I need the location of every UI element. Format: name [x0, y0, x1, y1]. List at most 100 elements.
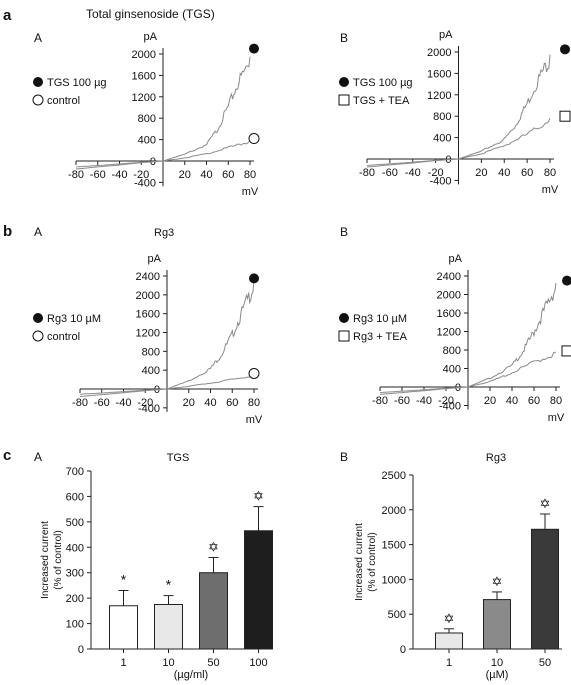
bar2-significance-1: ✡ [444, 611, 455, 626]
bar1-category-label-100: 100 [249, 657, 267, 669]
iv3-ytick-label: -400 [138, 403, 160, 415]
iv3-x-unit: mV [246, 414, 263, 426]
iv4-trace-2 [379, 351, 557, 394]
iv1-xtick-label: 60 [222, 169, 234, 181]
row-b-letter: b [3, 223, 12, 240]
iv1-legend-marker-1 [33, 77, 43, 87]
iv2-x-unit: mV [542, 184, 559, 196]
iv1-legend-marker-2 [32, 94, 44, 106]
bar1-bar-100 [244, 530, 273, 650]
iv4-legend-label-1: Rg3 10 µM [353, 313, 407, 325]
iv4-xtick-label: -60 [394, 395, 410, 407]
bar1-ytick-label: 100 [66, 619, 84, 631]
bar2-ytick-label: 2000 [382, 505, 406, 517]
iv2-legend-label-2: TGS + TEA [353, 95, 410, 107]
bar2-ytick-label: 500 [388, 609, 406, 621]
bar2-ylabel-line-2: (% of control) [367, 532, 378, 591]
iv4-panel-label: B [340, 225, 348, 239]
iv4-legend-label-2: Rg3 + TEA [353, 331, 408, 343]
iv4-ytick-label: 2000 [437, 290, 461, 302]
bar1-x-unit: (µg/ml) [174, 669, 208, 681]
bar1-ytick-label: 200 [66, 593, 84, 605]
bar1-significance-1: * [121, 572, 127, 588]
bar1-ytick-label: 300 [66, 568, 84, 580]
bar2-ytick-label: 0 [400, 644, 406, 656]
iv1-ytick-label: 2000 [132, 49, 156, 61]
iv2-xtick-label: -20 [428, 167, 444, 179]
iv3-ytick-label: 1600 [136, 309, 160, 321]
iv2-xtick-label: -40 [405, 167, 421, 179]
iv4-end-marker-1 [562, 275, 571, 286]
iv1-legend-label-1: TGS 100 µg [47, 77, 107, 89]
iv2-ytick-label: 400 [433, 133, 451, 145]
iv3-xtick-label: -20 [137, 397, 153, 409]
iv3-y-unit: pA [148, 253, 162, 265]
iv4-legend-marker-2 [338, 330, 350, 342]
iv1-x-unit: mV [242, 186, 259, 198]
bar1-title: TGS [167, 452, 190, 464]
iv4-x-unit: mV [548, 412, 565, 424]
iv2-y-unit: pA [439, 29, 453, 41]
bar1-bar-1 [109, 605, 138, 650]
iv3-ytick-label: 2000 [136, 290, 160, 302]
iv2-xtick-label: 80 [544, 167, 556, 179]
iv4-ytick-label: 800 [443, 345, 461, 357]
bar2-panel-label: B [340, 450, 348, 464]
iv2-panel-label: B [340, 31, 348, 45]
iv3-ytick-label: 2400 [136, 271, 160, 283]
iv2-xtick-label: 60 [521, 167, 533, 179]
bar1-bar-10 [154, 604, 183, 650]
bar2-x-unit: (µM) [486, 669, 509, 681]
iv4-xtick-label: -40 [416, 395, 432, 407]
iv2-legend-label-1: TGS 100 µg [353, 77, 413, 89]
iv4-y-unit: pA [449, 253, 463, 265]
bar2-bar-10 [483, 599, 511, 650]
iv4-xtick-label: 20 [484, 395, 496, 407]
iv4-ytick-label: 400 [443, 364, 461, 376]
iv2-legend-marker-1 [339, 77, 349, 87]
iv2-xtick-label: 20 [475, 167, 487, 179]
iv1-ytick-label: 400 [138, 135, 156, 147]
iv4-xtick-label: 60 [528, 395, 540, 407]
iv3-xtick-label: 40 [204, 397, 216, 409]
bar2-title: Rg3 [486, 452, 506, 464]
bar2-bar-50 [531, 528, 559, 650]
iv4-xtick-label: -80 [372, 395, 388, 407]
bar1-category-label-10: 10 [162, 657, 174, 669]
iv4-ytick-label: 1200 [437, 327, 461, 339]
iv1-ytick-label: 1200 [132, 92, 156, 104]
iv2-ytick-label: 1200 [427, 90, 451, 102]
bar1-ytick-label: 400 [66, 542, 84, 554]
iv2-xtick-label: -80 [359, 167, 375, 179]
iv2-ytick-label: 1600 [427, 68, 451, 80]
iv2-end-marker-2 [559, 110, 571, 122]
bar2-category-label-1: 1 [446, 657, 452, 669]
iv4-ytick-label: 2400 [437, 271, 461, 283]
bar1-ytick-label: 0 [78, 644, 84, 656]
iv3-xtick-label: -60 [94, 397, 110, 409]
iv3-end-marker-2 [248, 367, 260, 379]
bar2-ylabel-line-1: Increased current [354, 523, 365, 601]
bar1-ytick-label: 500 [66, 517, 84, 529]
iv1-y-unit: pA [144, 31, 158, 43]
bar1-category-label-50: 50 [207, 657, 219, 669]
iv3-xtick-label: -80 [72, 397, 88, 409]
iv4-ytick-label: -400 [439, 401, 461, 413]
bar2-ytick-label: 1000 [382, 574, 406, 586]
iv3-xtick-label: -40 [116, 397, 132, 409]
iv4-xtick-label: 40 [506, 395, 518, 407]
row-a-letter: a [3, 7, 12, 24]
iv4-ytick-label: 1600 [437, 308, 461, 320]
iv4-legend-marker-1 [339, 313, 349, 323]
bar1-ylabel-line-2: (% of control) [53, 530, 64, 589]
iv1-trace-1 [75, 56, 251, 170]
iv1-xtick-label: -20 [133, 169, 149, 181]
bar1-ytick-label: 700 [66, 466, 84, 478]
iv3-end-marker-1 [249, 273, 259, 284]
iv3-ytick-label: 1200 [136, 328, 160, 340]
bar1-significance-50: ✡ [208, 539, 219, 554]
iv1-legend-label-2: control [47, 95, 80, 107]
iv1-trace-2 [75, 140, 251, 168]
iv1-end-marker-2 [248, 133, 260, 145]
